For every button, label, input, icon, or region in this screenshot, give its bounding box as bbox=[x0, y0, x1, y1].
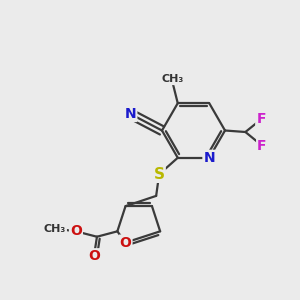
Text: CH₃: CH₃ bbox=[161, 74, 184, 84]
Text: O: O bbox=[88, 249, 100, 263]
Text: N: N bbox=[203, 151, 215, 165]
Text: CH₃: CH₃ bbox=[44, 224, 66, 234]
Text: F: F bbox=[257, 139, 267, 152]
Text: O: O bbox=[70, 224, 82, 238]
Text: S: S bbox=[154, 167, 165, 182]
Text: F: F bbox=[256, 112, 266, 126]
Text: O: O bbox=[120, 236, 131, 250]
Text: N: N bbox=[125, 107, 136, 121]
